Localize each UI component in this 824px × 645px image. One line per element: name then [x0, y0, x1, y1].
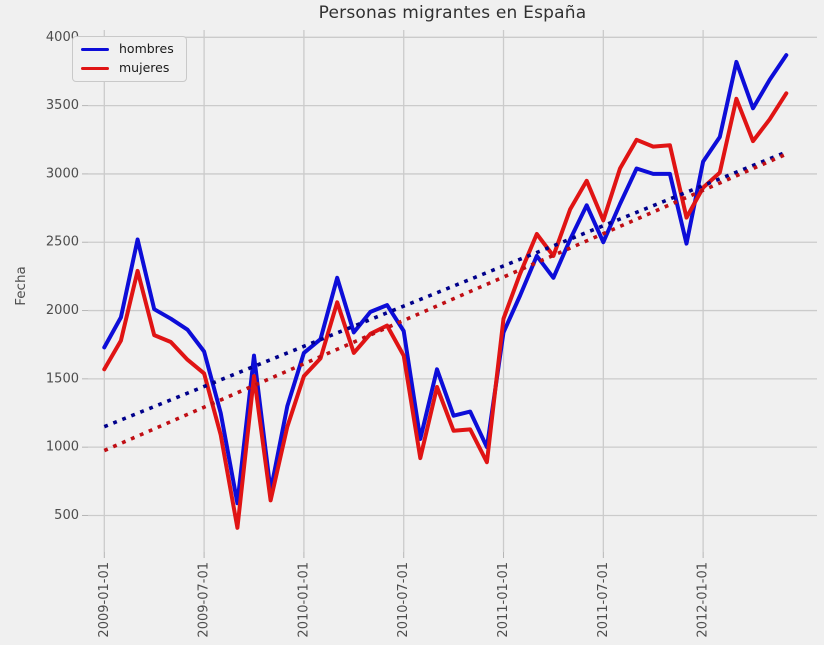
y-tick-label: 3000: [46, 166, 79, 181]
y-tick-label: 2000: [46, 303, 79, 318]
mujeres-line-swatch: [81, 66, 109, 71]
trend-line-mujeres: [103, 152, 788, 453]
legend-item-mujeres: mujeres: [81, 61, 174, 76]
x-tick-label: 2009-07-01: [197, 562, 212, 638]
legend-label-mujeres: mujeres: [119, 60, 170, 76]
hombres-line-swatch: [81, 47, 109, 52]
series-line-mujeres: [102, 91, 789, 530]
y-tick-label: 1000: [46, 440, 79, 455]
series-line-hombres: [102, 53, 789, 506]
legend: hombres mujeres: [72, 36, 187, 82]
y-tick-label: 500: [54, 508, 79, 523]
x-tick-label: 2010-01-01: [296, 562, 311, 638]
legend-label-hombres: hombres: [119, 41, 174, 57]
y-axis-label: Fecha: [13, 266, 29, 306]
x-tick-label: 2011-07-01: [596, 562, 611, 638]
y-tick-label: 3500: [46, 98, 79, 113]
y-tick-label: 4000: [46, 30, 79, 45]
legend-item-hombres: hombres: [81, 42, 174, 57]
trend-line-hombres: [103, 150, 787, 429]
chart-title: Personas migrantes en España: [318, 3, 587, 23]
y-tick-label: 2500: [46, 235, 79, 250]
y-tick-label: 1500: [46, 371, 79, 386]
x-tick-label: 2012-01-01: [696, 562, 711, 638]
x-tick-label: 2011-01-01: [496, 562, 511, 638]
x-tick-label: 2009-01-01: [97, 562, 112, 638]
x-tick-label: 2010-07-01: [396, 562, 411, 638]
